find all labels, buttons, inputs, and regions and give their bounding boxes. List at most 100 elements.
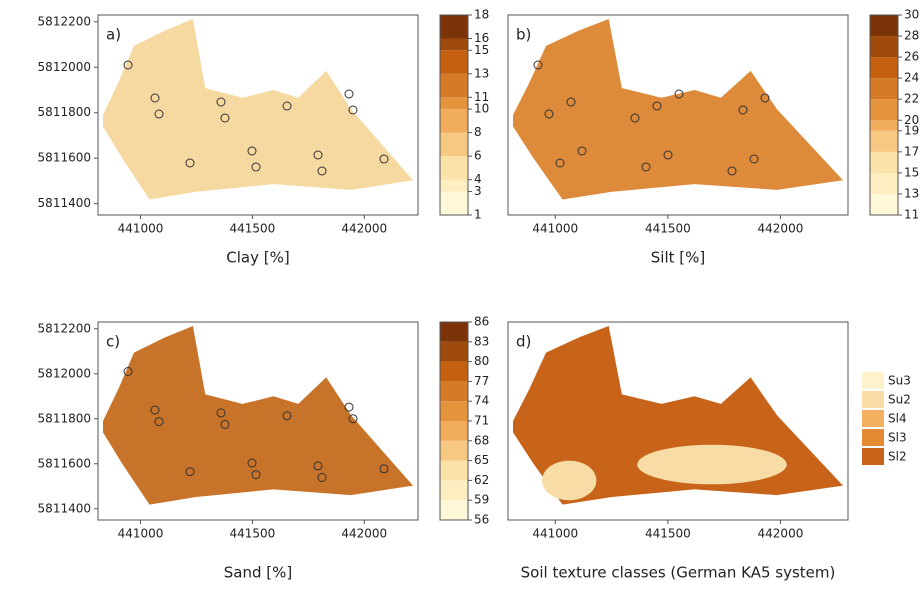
- colorbar-band: [870, 152, 898, 173]
- colorbar-band: [440, 401, 468, 421]
- legend-label: Sl3: [888, 431, 907, 445]
- x-tick-label: 442000: [341, 527, 387, 541]
- y-tick-label: 5811800: [38, 411, 91, 425]
- colorbar-label: 83: [474, 334, 489, 348]
- colorbar-label: 18: [474, 8, 489, 22]
- legend-swatch: [862, 410, 884, 427]
- colorbar-label: 65: [474, 453, 489, 467]
- colorbar-label: 6: [474, 149, 482, 163]
- legend-swatch: [862, 429, 884, 446]
- x-tick-label: 442000: [758, 527, 804, 541]
- sample-point: [345, 403, 353, 411]
- legend-label: Sl2: [888, 450, 907, 464]
- colorbar-band: [440, 50, 468, 74]
- x-tick-label: 442000: [758, 222, 804, 236]
- colorbar-band: [440, 39, 468, 51]
- x-tick-label: 441500: [645, 222, 691, 236]
- y-tick-label: 5811400: [38, 196, 91, 210]
- colorbar-label: 17: [904, 144, 919, 158]
- colorbar-band: [870, 36, 898, 57]
- x-tick-label: 441000: [532, 527, 578, 541]
- colorbar-band: [870, 15, 898, 36]
- panel-label: a): [106, 26, 121, 44]
- colorbar-band: [440, 156, 468, 180]
- x-axis-label: Silt [%]: [651, 249, 705, 267]
- colorbar-band: [870, 99, 898, 120]
- x-axis-label: Sand [%]: [224, 564, 292, 582]
- map-patch: [637, 445, 787, 485]
- colorbar-band: [440, 362, 468, 382]
- colorbar-band: [870, 131, 898, 152]
- panel-label: b): [516, 26, 531, 44]
- figure: a) 441000 441500 442000 5811400 5811600 581180…: [0, 0, 924, 586]
- colorbar-label: 22: [904, 92, 919, 106]
- colorbar-label: 13: [474, 66, 489, 80]
- panel-label: c): [106, 333, 120, 351]
- legend-label: Su2: [888, 393, 911, 407]
- y-tick-label: 5812000: [38, 60, 91, 74]
- colorbar-band: [440, 74, 468, 98]
- colorbar-label: 77: [474, 374, 489, 388]
- colorbar-label: 26: [904, 50, 919, 64]
- y-tick-label: 5812200: [38, 14, 91, 28]
- x-axis-label: Clay [%]: [226, 249, 289, 267]
- legend-swatch: [862, 391, 884, 408]
- colorbar-label: 56: [474, 513, 489, 527]
- colorbar-label: 15: [904, 165, 919, 179]
- colorbar-band: [440, 322, 468, 342]
- colorbar-label: 59: [474, 493, 489, 507]
- map-area: [513, 19, 843, 199]
- x-tick-label: 441000: [118, 222, 164, 236]
- x-tick-label: 442000: [341, 222, 387, 236]
- colorbar-band: [440, 421, 468, 441]
- colorbar-label: 74: [474, 394, 489, 408]
- colorbar-label: 86: [474, 315, 489, 329]
- colorbar-band: [440, 381, 468, 401]
- y-tick-label: 5812200: [38, 321, 91, 335]
- colorbar-band: [440, 441, 468, 461]
- colorbar-label: 4: [474, 172, 482, 186]
- colorbar-label: 16: [474, 31, 489, 45]
- colorbar-label: 80: [474, 354, 489, 368]
- x-axis-label: Soil texture classes (German KA5 system): [521, 564, 836, 582]
- panel-label: d): [516, 333, 531, 351]
- colorbar-band: [870, 78, 898, 99]
- colorbar-label: 68: [474, 433, 489, 447]
- colorbar-label: 62: [474, 473, 489, 487]
- sample-point: [345, 90, 353, 98]
- colorbar-band: [440, 480, 468, 500]
- x-tick-label: 441000: [532, 222, 578, 236]
- x-tick-label: 441500: [645, 527, 691, 541]
- colorbar-label: 20: [904, 113, 919, 127]
- colorbar-band: [440, 500, 468, 520]
- colorbar-label: 13: [904, 186, 919, 200]
- colorbar-label: 11: [904, 208, 919, 222]
- y-tick-label: 5811400: [38, 501, 91, 515]
- y-tick-label: 5811600: [38, 151, 91, 165]
- y-tick-label: 5811600: [38, 456, 91, 470]
- legend-swatch: [862, 448, 884, 465]
- legend-label: Sl4: [888, 412, 907, 426]
- colorbar-band: [440, 180, 468, 192]
- colorbar-band: [870, 173, 898, 194]
- colorbar-label: 24: [904, 71, 919, 85]
- y-tick-label: 5811800: [38, 105, 91, 119]
- colorbar-label: 30: [904, 8, 919, 22]
- legend-label: Su3: [888, 374, 911, 388]
- colorbar-band: [440, 461, 468, 481]
- colorbar-band: [440, 191, 468, 215]
- colorbar-band: [870, 120, 898, 131]
- x-tick-label: 441500: [229, 222, 275, 236]
- map-patch: [542, 461, 596, 501]
- colorbar-label: 71: [474, 414, 489, 428]
- legend-swatch: [862, 372, 884, 389]
- x-tick-label: 441000: [118, 527, 164, 541]
- colorbar-band: [440, 133, 468, 157]
- colorbar-band: [440, 97, 468, 109]
- colorbar-band: [440, 15, 468, 39]
- colorbar-band: [870, 194, 898, 215]
- colorbar-label: 8: [474, 125, 482, 139]
- y-tick-label: 5812000: [38, 366, 91, 380]
- colorbar-band: [440, 342, 468, 362]
- x-tick-label: 441500: [229, 527, 275, 541]
